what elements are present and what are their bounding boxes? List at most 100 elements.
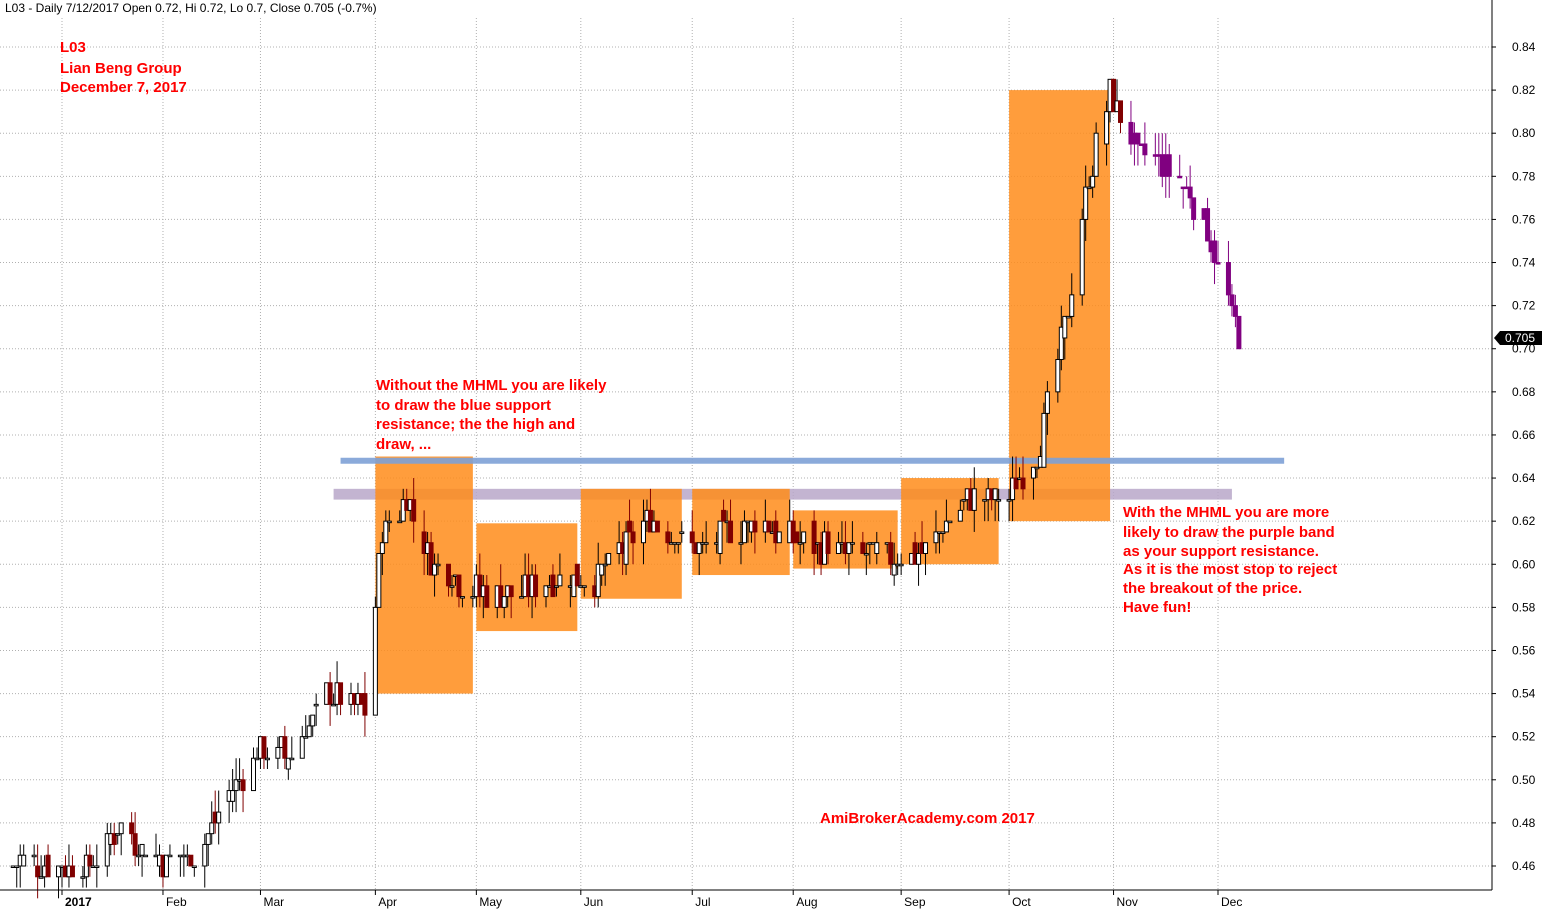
candle-body (285, 757, 291, 770)
candle-body (630, 531, 636, 544)
candle-body (1062, 315, 1068, 339)
candle-body (1205, 208, 1211, 242)
candle-body (860, 542, 866, 554)
candle-body (766, 520, 772, 533)
candle-body (362, 693, 368, 716)
chart-header: L03 - Daily 7/12/2017 Open 0.72, Hi 0.72… (5, 1, 377, 15)
candle-body (623, 531, 629, 565)
annotation-left-line-3: resistance; the the high and (376, 416, 575, 433)
candle-body (933, 531, 939, 544)
candle-body (1086, 186, 1092, 190)
candle-body (139, 843, 145, 856)
candle-body (849, 542, 855, 545)
x-tick-label: 2017 (65, 895, 92, 909)
candle-body (87, 854, 93, 867)
candle-body (1006, 499, 1012, 502)
y-tick-label: 0.64 (1512, 471, 1536, 485)
y-tick-label: 0.48 (1512, 816, 1536, 830)
candle-body (383, 520, 389, 544)
candle-body (111, 833, 117, 845)
y-tick-label: 0.46 (1512, 859, 1536, 873)
x-tick-label: Jun (584, 895, 603, 909)
candle-body (595, 563, 601, 598)
candle-body (1111, 78, 1117, 113)
candle-body (1079, 218, 1085, 296)
candle-body (411, 499, 417, 522)
y-tick-label: 0.76 (1512, 212, 1536, 226)
candle-body (1225, 262, 1231, 296)
candle-body (216, 811, 222, 824)
candle-body (874, 542, 880, 554)
candle-body (1065, 315, 1071, 319)
candle-body (1013, 477, 1019, 490)
candle-body (728, 520, 734, 544)
candle-body (794, 531, 800, 544)
candle-body (553, 585, 559, 588)
candle-body (484, 585, 490, 608)
candle-body (69, 865, 75, 878)
candle-body (372, 606, 378, 716)
symbol-label: L03 (60, 39, 86, 56)
candle-body (230, 790, 236, 802)
candle-body (1212, 240, 1218, 264)
candle-body (397, 520, 403, 524)
candle-body (129, 822, 135, 835)
candle-body (992, 488, 998, 501)
candle-body (1166, 154, 1172, 177)
x-tick-label: Aug (796, 895, 817, 909)
candle-body (898, 563, 904, 567)
y-tick-label: 0.58 (1512, 600, 1536, 614)
y-tick-label: 0.78 (1512, 169, 1536, 183)
candle-body (35, 865, 41, 878)
candle-body (1055, 359, 1061, 393)
candle-body (306, 725, 312, 738)
candle-body (606, 552, 612, 565)
candle-body (56, 865, 62, 878)
candle-body (327, 682, 333, 705)
candle-body (654, 520, 660, 533)
candle-body (1069, 294, 1075, 317)
candle-body (115, 833, 121, 836)
candle-body (721, 509, 727, 522)
candle-body (801, 531, 807, 544)
candle-body (132, 833, 138, 856)
y-tick-label: 0.56 (1512, 643, 1536, 657)
candle-body (846, 542, 852, 554)
candle-body (947, 520, 953, 524)
x-tick-label: Apr (378, 895, 397, 909)
candle-body (379, 542, 385, 554)
candle-body (143, 854, 149, 858)
candle-body (665, 531, 671, 544)
candles (10, 78, 1242, 899)
candle-body (1177, 175, 1183, 179)
candle-body (261, 736, 267, 759)
candle-body (675, 542, 681, 545)
y-tick-label: 0.80 (1512, 126, 1536, 140)
candle-body (428, 542, 434, 576)
x-tick-label: Oct (1012, 895, 1031, 909)
candle-body (1041, 412, 1047, 468)
candle-body (996, 499, 1002, 502)
candle-body (251, 757, 257, 792)
annotation-right-line-1: With the MHML you are more (1123, 504, 1329, 521)
candle-body (94, 865, 100, 868)
candle-body (1020, 477, 1026, 490)
candle-body (501, 596, 507, 608)
x-tick-label: May (479, 895, 502, 909)
candle-body (599, 563, 605, 576)
y-tick-label: 0.60 (1512, 557, 1536, 571)
candle-body (519, 596, 525, 599)
y-tick-label: 0.70 (1512, 342, 1536, 356)
candle-body (957, 509, 963, 522)
candle-body (432, 563, 438, 576)
candle-body (104, 833, 110, 867)
candle-body (940, 531, 946, 534)
candle-body (689, 531, 695, 544)
candle-body (435, 563, 441, 567)
candle-body (741, 520, 747, 544)
candle-body (1083, 186, 1089, 220)
y-tick-label: 0.68 (1512, 385, 1536, 399)
candle-body (313, 703, 319, 707)
